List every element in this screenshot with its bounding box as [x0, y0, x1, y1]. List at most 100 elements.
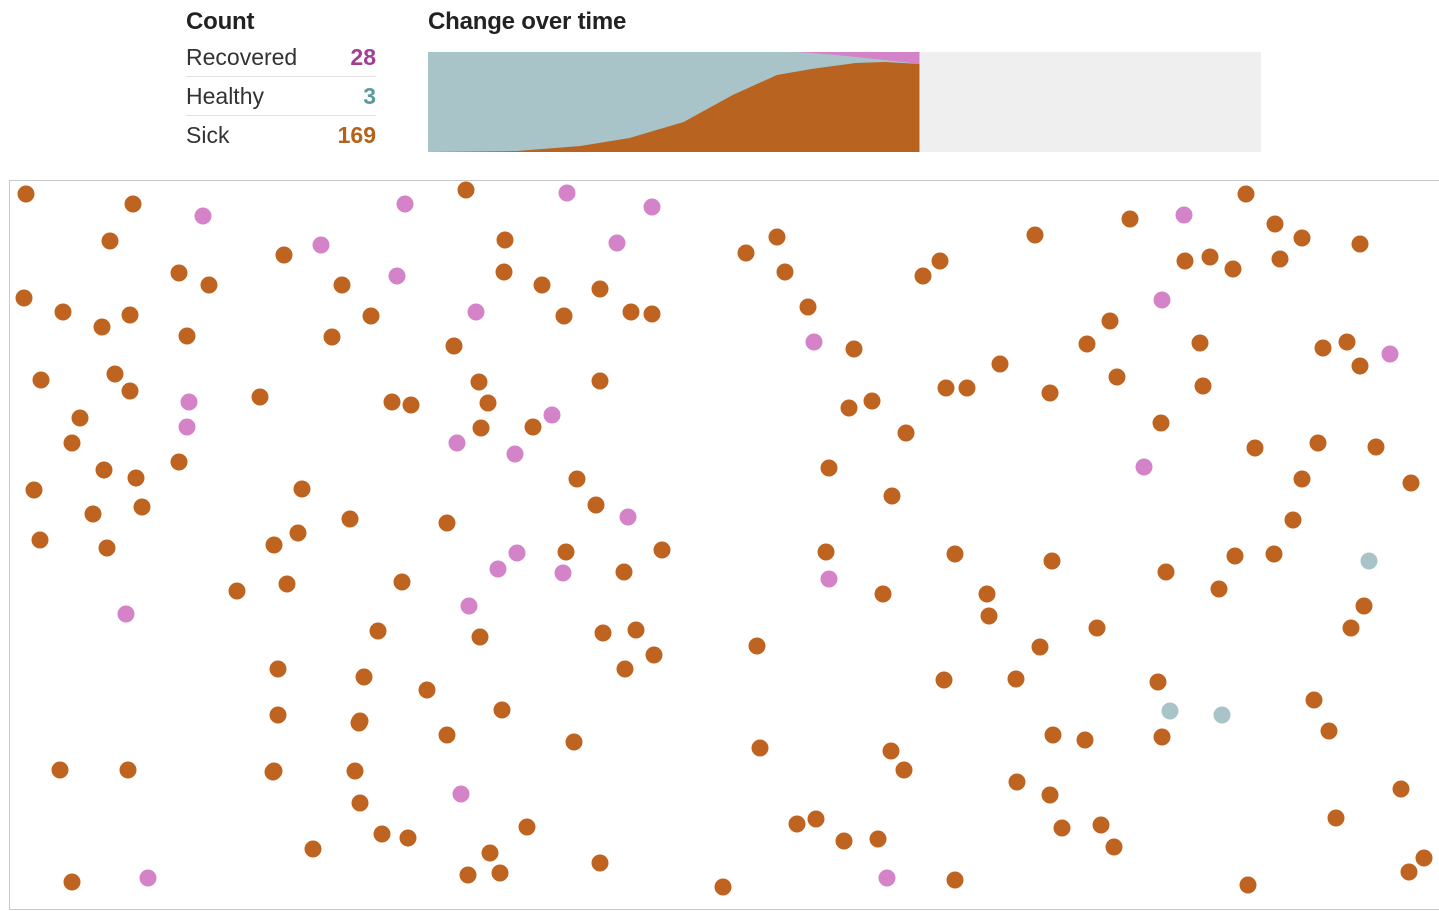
dot-healthy	[1213, 706, 1231, 724]
dot-healthy	[1161, 702, 1179, 720]
dot-recovered	[1175, 206, 1193, 224]
count-row-sick: Sick 169	[186, 116, 376, 154]
dot-sick	[121, 382, 139, 400]
dot-sick	[937, 379, 955, 397]
dot-sick	[616, 660, 634, 678]
dot-sick	[1041, 786, 1059, 804]
dot-sick	[304, 840, 322, 858]
dot-sick	[402, 396, 420, 414]
dot-recovered	[543, 406, 561, 424]
timeline-recovered-area	[428, 52, 920, 64]
dot-sick	[931, 252, 949, 270]
dot-sick	[1293, 229, 1311, 247]
dot-sick	[333, 276, 351, 294]
dot-sick	[835, 832, 853, 850]
dot-sick	[124, 195, 142, 213]
dot-recovered	[558, 184, 576, 202]
dot-sick	[557, 543, 575, 561]
count-value-recovered: 28	[350, 43, 376, 70]
dot-sick	[31, 531, 49, 549]
dot-sick	[481, 844, 499, 862]
dot-sick	[71, 409, 89, 427]
dot-recovered	[608, 234, 626, 252]
dot-sick	[1271, 250, 1289, 268]
dot-sick	[459, 866, 477, 884]
dot-sick	[615, 563, 633, 581]
dot-sick	[591, 372, 609, 390]
dot-sick	[251, 388, 269, 406]
dot-recovered	[178, 418, 196, 436]
dot-recovered	[489, 560, 507, 578]
dot-sick	[1149, 673, 1167, 691]
dot-sick	[293, 480, 311, 498]
dot-sick	[438, 726, 456, 744]
dot-sick	[1392, 780, 1410, 798]
dot-sick	[980, 607, 998, 625]
dot-sick	[1031, 638, 1049, 656]
dot-sick	[351, 712, 369, 730]
dot-sick	[1101, 312, 1119, 330]
dot-sick	[799, 298, 817, 316]
dot-sick	[1157, 563, 1175, 581]
dot-sick	[714, 878, 732, 896]
dot-sick	[776, 263, 794, 281]
dot-sick	[869, 830, 887, 848]
dot-sick	[788, 815, 806, 833]
change-title: Change over time	[428, 8, 627, 35]
dot-sick	[946, 545, 964, 563]
dot-sick	[495, 263, 513, 281]
dot-sick	[383, 393, 401, 411]
dot-sick	[883, 487, 901, 505]
dot-sick	[264, 763, 282, 781]
dot-recovered	[1153, 291, 1171, 309]
dot-sick	[807, 810, 825, 828]
dot-sick	[1108, 368, 1126, 386]
dot-sick	[874, 585, 892, 603]
dot-sick	[591, 280, 609, 298]
dot-sick	[1314, 339, 1332, 357]
dot-sick	[1043, 552, 1061, 570]
dot-sick	[95, 461, 113, 479]
dot-sick	[25, 481, 43, 499]
dot-recovered	[448, 434, 466, 452]
count-title: Count	[186, 8, 255, 35]
dot-sick	[1320, 722, 1338, 740]
dot-sick	[1041, 384, 1059, 402]
dot-recovered	[508, 544, 526, 562]
dot-sick	[289, 524, 307, 542]
dot-sick	[101, 232, 119, 250]
dot-sick	[457, 181, 475, 199]
dot-sick	[863, 392, 881, 410]
dot-sick	[362, 307, 380, 325]
dot-recovered	[619, 508, 637, 526]
dot-sick	[1078, 335, 1096, 353]
dot-sick	[373, 825, 391, 843]
dot-sick	[1415, 849, 1433, 867]
dot-sick	[1239, 876, 1257, 894]
dot-sick	[341, 510, 359, 528]
dot-sick	[1400, 863, 1418, 881]
dot-sick	[1191, 334, 1209, 352]
dot-sick	[63, 873, 81, 891]
dot-sick	[1007, 670, 1025, 688]
dot-sick	[1342, 619, 1360, 637]
dot-sick	[355, 668, 373, 686]
dot-sick	[845, 340, 863, 358]
dot-sick	[15, 289, 33, 307]
dot-sick	[1367, 438, 1385, 456]
dot-sick	[496, 231, 514, 249]
dot-sick	[170, 453, 188, 471]
dot-sick	[653, 541, 671, 559]
dot-sick	[106, 365, 124, 383]
dot-sick	[269, 660, 287, 678]
dot-sick	[178, 327, 196, 345]
dot-sick	[1008, 773, 1026, 791]
dot-sick	[1327, 809, 1345, 827]
dot-sick	[493, 701, 511, 719]
dot-sick	[748, 637, 766, 655]
dot-sick	[1305, 691, 1323, 709]
dot-sick	[568, 470, 586, 488]
dot-sick	[170, 264, 188, 282]
dot-recovered	[1135, 458, 1153, 476]
dot-sick	[98, 539, 116, 557]
